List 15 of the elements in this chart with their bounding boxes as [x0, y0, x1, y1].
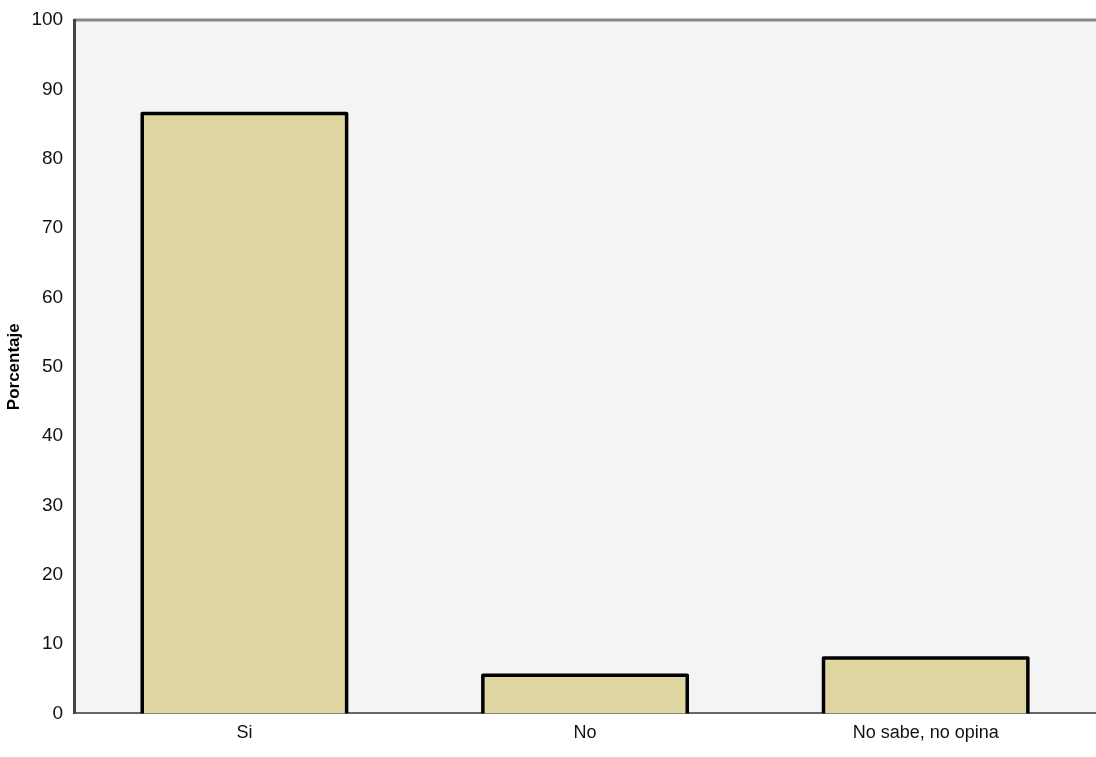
y-tick-label: 10 — [41, 632, 64, 654]
y-tick-label: 70 — [41, 216, 64, 238]
y-tick-label: 30 — [41, 493, 64, 515]
y-tick-label: 40 — [41, 424, 64, 446]
y-tick-label: 50 — [41, 354, 64, 376]
y-tick-label: 0 — [52, 701, 64, 723]
y-tick-label: 60 — [41, 285, 64, 307]
x-tick-label: No sabe, no opina — [852, 722, 1000, 743]
y-axis-title: Porcentaje — [3, 323, 23, 411]
x-tick-label: Si — [236, 722, 253, 743]
y-tick-label: 100 — [31, 8, 64, 30]
x-tick-label: No — [573, 722, 597, 743]
y-tick-label: 90 — [41, 77, 64, 99]
y-tick-label: 20 — [41, 562, 64, 584]
y-tick-label: 80 — [41, 146, 64, 168]
